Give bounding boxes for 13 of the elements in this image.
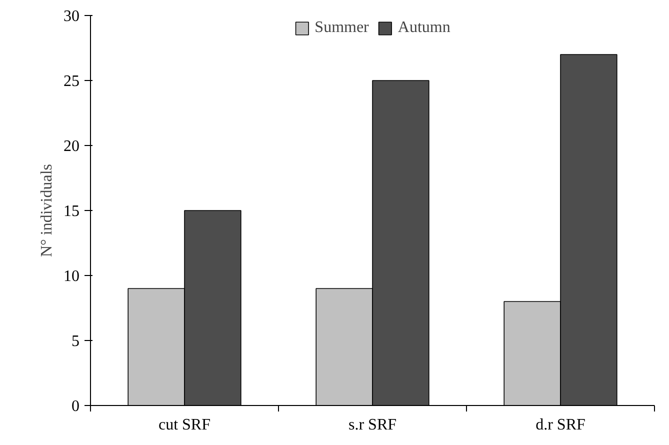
legend-label: Summer xyxy=(314,19,369,37)
y-tick-label: 25 xyxy=(64,73,80,90)
y-axis-title: N° individuals xyxy=(38,164,56,258)
y-tick-label: 10 xyxy=(64,268,80,285)
x-tick-label: d.r SRF xyxy=(536,416,586,434)
x-tick-label: s.r SRF xyxy=(348,416,397,434)
y-tick-label: 5 xyxy=(72,333,80,350)
legend-label: Autumn xyxy=(398,19,450,37)
x-tick-label: cut SRF xyxy=(158,416,211,434)
y-tick-label: 20 xyxy=(64,138,80,155)
y-tick-label: 0 xyxy=(72,398,80,415)
y-tick-label: 15 xyxy=(64,203,80,220)
y-tick-label: 30 xyxy=(64,8,80,25)
